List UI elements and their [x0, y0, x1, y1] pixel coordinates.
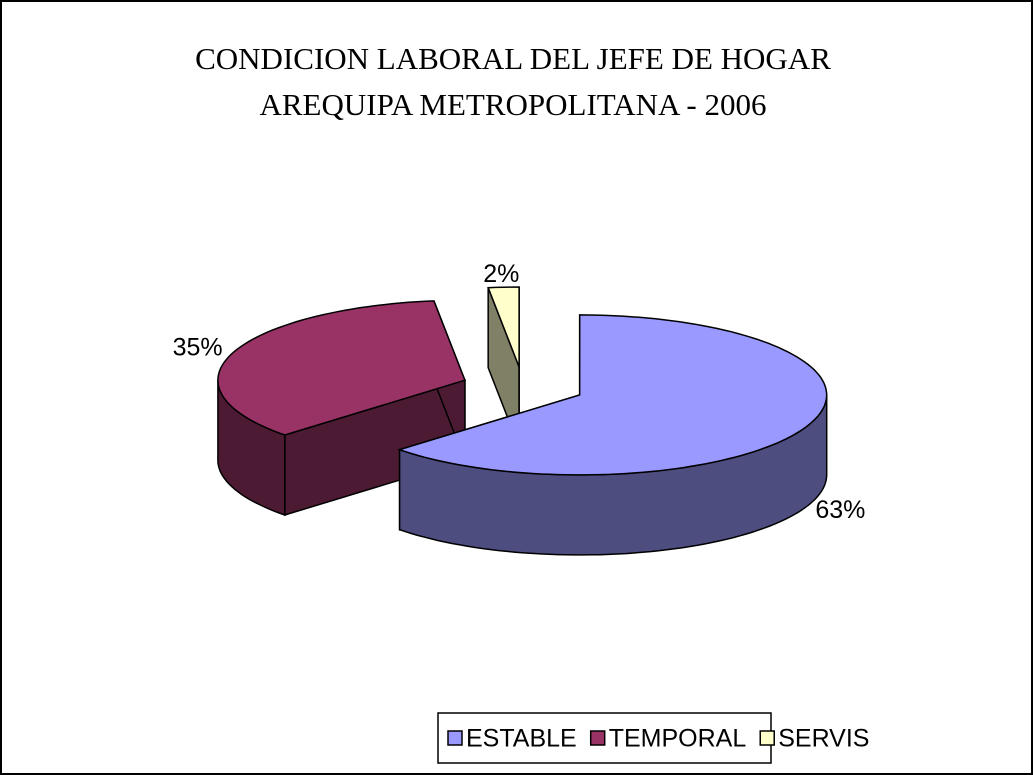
data-label: 2% [483, 260, 519, 288]
legend-label: TEMPORAL [609, 725, 747, 753]
legend-swatch [589, 730, 606, 746]
legend-label: ESTABLE [466, 725, 577, 753]
data-label: 63% [815, 496, 865, 524]
pie-slice [397, 314, 828, 556]
pie-slice [217, 300, 466, 517]
chart-title: AREQUIPA METROPOLITANA - 2006 [259, 87, 766, 122]
slice-top [217, 300, 466, 436]
legend-label: SERVIS [778, 725, 869, 753]
slice-top [487, 286, 520, 368]
legend-swatch [759, 730, 775, 746]
pie [217, 286, 828, 556]
data-label: 35% [173, 334, 223, 362]
slice-top [397, 314, 828, 476]
chart-title: CONDICION LABORAL DEL JEFE DE HOGAR [195, 41, 831, 76]
legend-swatch [447, 730, 463, 746]
